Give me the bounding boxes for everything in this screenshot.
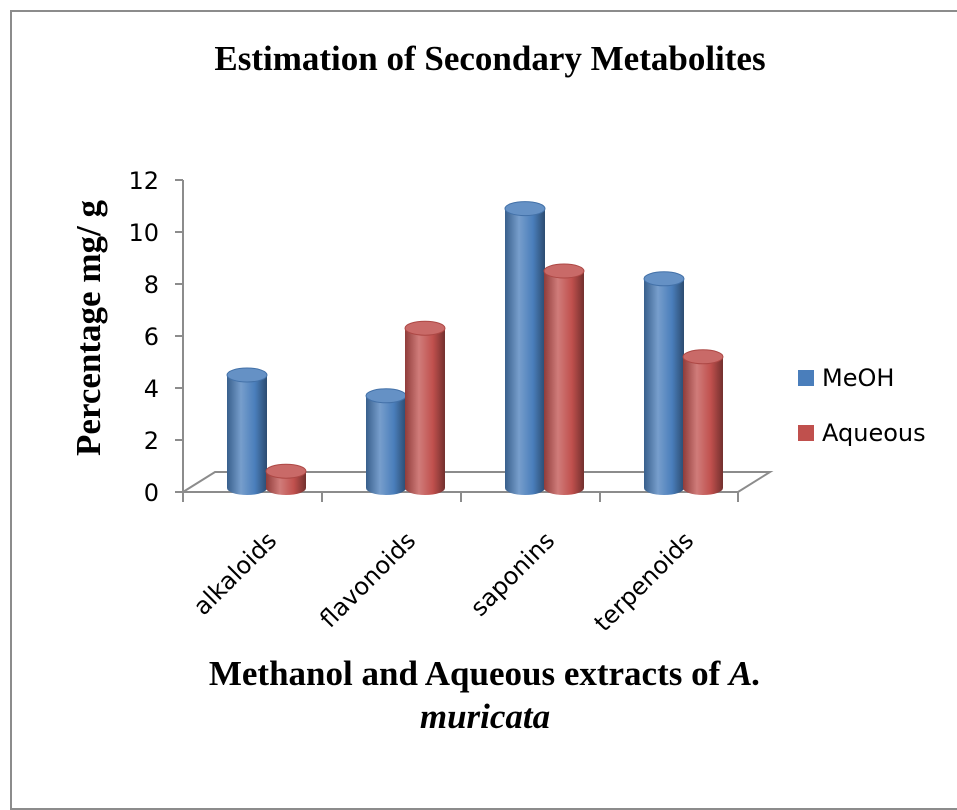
y-tick-label: 6 xyxy=(144,323,159,351)
bar-meoh-alkaloids xyxy=(226,367,268,495)
x-category-label: flavonoids xyxy=(314,526,421,633)
bars xyxy=(226,201,724,495)
y-tick-label: 10 xyxy=(128,219,159,247)
x-axis-label-main: Methanol and Aqueous extracts of xyxy=(209,654,729,693)
bar-aqueous-alkaloids xyxy=(265,463,307,495)
x-category-label: alkaloids xyxy=(188,526,282,620)
x-category-label: saponins xyxy=(465,526,560,621)
y-tick-label: 2 xyxy=(144,427,159,455)
bar-aqueous-flavonoids xyxy=(404,320,446,495)
bar-meoh-saponins xyxy=(504,201,546,495)
legend: MeOH Aqueous xyxy=(798,364,926,447)
bar-meoh-terpenoids xyxy=(643,271,685,495)
y-axis-label: Percentage mg/ g xyxy=(69,200,108,456)
x-axis-label-italic-b: muricata xyxy=(420,697,550,736)
y-tick-label: 12 xyxy=(128,167,159,195)
x-axis-label: Methanol and Aqueous extracts of A. xyxy=(209,654,761,693)
legend-label-meoh: MeOH xyxy=(822,364,894,392)
bar-aqueous-saponins xyxy=(543,263,585,495)
legend-label-aqueous: Aqueous xyxy=(822,419,926,447)
x-category-label: terpenoids xyxy=(589,526,700,637)
y-tick-label: 8 xyxy=(144,271,159,299)
bar-aqueous-terpenoids xyxy=(682,349,724,495)
x-axis-categories: alkaloids flavonoids saponins terpenoids xyxy=(182,492,739,637)
legend-swatch-meoh xyxy=(798,370,814,386)
y-tick-label: 4 xyxy=(144,375,159,403)
chart-title: Estimation of Secondary Metabolites xyxy=(214,39,765,78)
x-axis-label-italic-a: A. xyxy=(727,654,761,693)
y-axis: 0 2 4 6 8 10 12 xyxy=(128,167,184,507)
y-tick-label: 0 xyxy=(144,479,159,507)
legend-swatch-aqueous xyxy=(798,425,814,441)
bar-meoh-flavonoids xyxy=(365,388,407,495)
